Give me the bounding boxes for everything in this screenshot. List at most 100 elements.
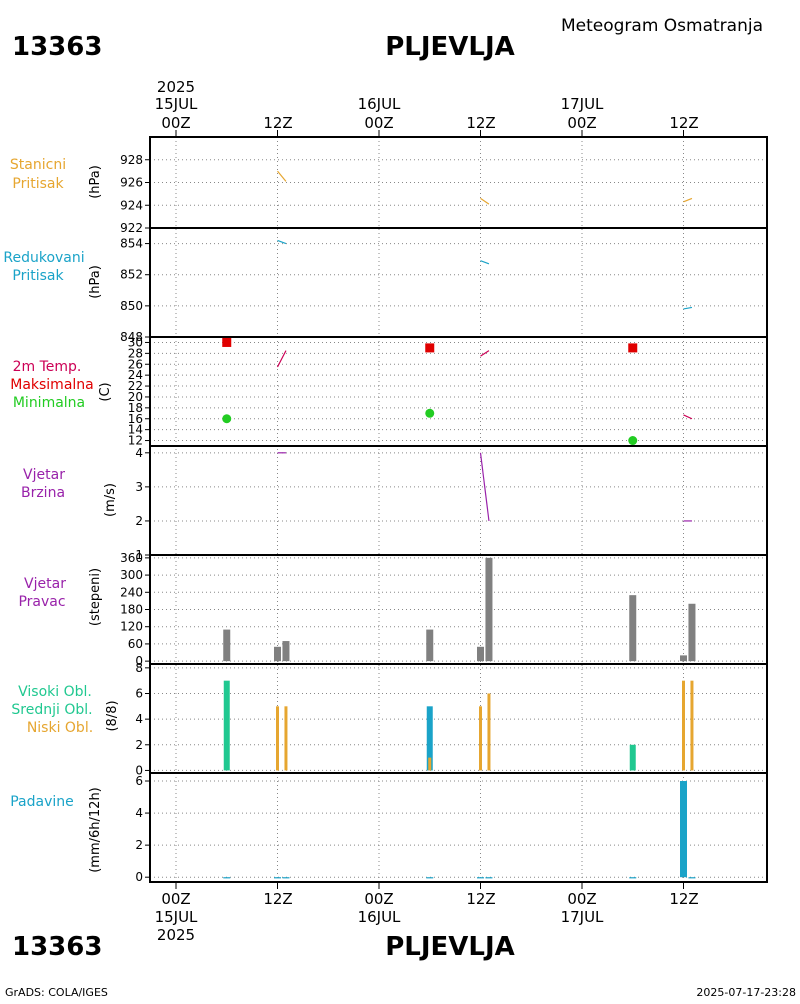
ytick-label-wind_direction-3: 180 [120, 603, 143, 617]
panel-frame-wind_speed [149, 445, 768, 556]
ytick-label-temperature-9: 30 [128, 335, 143, 349]
date-top-2: 16JUL [358, 95, 401, 113]
precip-bar-1 [274, 877, 281, 879]
label-pressure-line-2: Pritisak [12, 176, 64, 192]
label-clouds: Visoki Obl. Srednji Obl. Niski Obl. (8/8… [11, 684, 120, 736]
timestamp: 2025-07-17-23:28 [696, 986, 796, 999]
ytick-label-reduced_pressure-2: 852 [120, 268, 143, 282]
precip-bar-4 [477, 877, 484, 879]
label-reduced-line-1: Redukovani [3, 250, 84, 266]
subtitle: Meteogram Osmatranja [561, 16, 763, 36]
wind-dir-bar-3 [426, 629, 434, 662]
label-temp: 2m Temp. Maksimalna Minimalna (C) [10, 359, 113, 411]
tick-bottom-2: 12Z [263, 890, 292, 908]
ytick-label-precipitation-3: 6 [135, 774, 143, 788]
tick-top-5: 00Z [567, 114, 596, 132]
tick-bottom-3: 00Z [364, 890, 393, 908]
reduced-line-2 [683, 306, 693, 310]
ytick-label-precipitation-1: 2 [135, 838, 143, 852]
unit-temp: (C) [98, 382, 113, 401]
tick-bottom-5: 00Z [567, 890, 596, 908]
cloud-low-bar-4 [487, 693, 491, 771]
ytick-label-clouds-4: 8 [135, 661, 143, 675]
panel-frame-precipitation [149, 772, 768, 883]
ytick-label-wind_speed-0: 1 [135, 548, 143, 562]
cloud-low-bar-6 [690, 680, 694, 771]
temp-line-2 [683, 414, 693, 420]
ytick-label-temperature-6: 24 [128, 368, 143, 382]
ytick-label-clouds-1: 2 [135, 738, 143, 752]
ytick-label-temperature-8: 28 [128, 346, 143, 360]
date-top-3: 17JUL [561, 95, 604, 113]
credit: GrADS: COLA/IGES [5, 986, 108, 999]
precip-bar-5 [485, 877, 493, 879]
label-wind-dir-line-1: Vjetar [24, 576, 66, 592]
ytick-label-wind_direction-2: 120 [120, 620, 143, 634]
station-id-bottom: 13363 [12, 932, 102, 962]
wind-dir-bar-1 [274, 646, 281, 662]
tick-top-2: 12Z [263, 114, 292, 132]
label-wind-dir-line-2: Pravac [18, 594, 65, 610]
precip-bar-8 [688, 877, 696, 879]
ytick-label-temperature-0: 12 [128, 434, 143, 448]
wind-dir-bar-0 [223, 629, 231, 662]
station-name-top: PLJEVLJA [385, 32, 515, 62]
ytick-label-wind_direction-0: 0 [135, 654, 143, 668]
temp-min-marker-1 [425, 408, 435, 418]
ytick-label-precipitation-2: 4 [135, 806, 143, 820]
date-bottom-3: 17JUL [561, 908, 604, 926]
year-bottom: 2025 [157, 926, 195, 944]
tick-bottom-1: 00Z [161, 890, 190, 908]
ytick-label-station_pressure-1: 924 [120, 198, 143, 212]
wind-dir-bar-6 [629, 595, 637, 662]
ytick-label-precipitation-0: 0 [135, 870, 143, 884]
unit-precip: (mm/6h/12h) [88, 787, 103, 873]
unit-reduced: (hPa) [88, 265, 103, 299]
label-precip-line-1: Padavine [10, 794, 74, 810]
ytick-label-temperature-1: 14 [128, 423, 143, 437]
precip-bar-0 [223, 877, 231, 879]
wind-dir-bar-7 [680, 655, 687, 662]
tick-top-1: 00Z [161, 114, 190, 132]
ytick-label-station_pressure-0: 922 [120, 221, 143, 235]
wind-dir-bar-5 [485, 557, 493, 662]
station-name-bottom: PLJEVLJA [385, 932, 515, 962]
unit-clouds: (8/8) [105, 700, 120, 731]
ytick-label-station_pressure-2: 926 [120, 176, 143, 190]
ytick-label-clouds-2: 4 [135, 712, 143, 726]
ytick-label-reduced_pressure-1: 850 [120, 299, 143, 313]
ytick-label-temperature-4: 20 [128, 390, 143, 404]
cloud-high-bar-1 [629, 744, 636, 771]
ytick-label-wind_speed-3: 4 [135, 446, 143, 460]
temp-max-marker-1 [425, 343, 435, 353]
date-top-1: 15JUL [155, 95, 198, 113]
unit-wind-dir: (stepeni) [88, 568, 103, 626]
tick-top-3: 00Z [364, 114, 393, 132]
label-clouds-line-2: Srednji Obl. [11, 702, 92, 718]
wind-dir-bar-4 [477, 646, 484, 662]
cloud-low-bar-2 [428, 757, 432, 771]
ytick-label-temperature-7: 26 [128, 357, 143, 371]
ytick-label-wind_direction-6: 360 [120, 551, 143, 565]
reduced-line-1 [480, 260, 490, 265]
label-temp-line-1: 2m Temp. [13, 359, 82, 375]
cloud-low-bar-1 [284, 706, 288, 771]
cloud-low-bar-3 [479, 706, 482, 771]
panel-frame-clouds [149, 663, 768, 774]
temp-line-1 [480, 350, 490, 357]
tick-bottom-6: 12Z [669, 890, 698, 908]
cloud-high-bar-0 [223, 680, 230, 771]
tick-top-4: 12Z [466, 114, 495, 132]
plot-layer: 9229249269288488508528541214161820222426… [120, 130, 768, 889]
panel-frame-reduced_pressure [149, 227, 768, 338]
label-temp-line-2: Maksimalna [10, 377, 94, 393]
label-wind-dir: Vjetar Pravac (stepeni) [18, 568, 103, 626]
label-clouds-line-1: Visoki Obl. [18, 684, 92, 700]
wind-speed-line-1 [479, 452, 490, 522]
label-reduced-line-2: Pritisak [12, 268, 64, 284]
unit-wind-speed: (m/s) [103, 483, 118, 517]
precip-bar-3 [426, 877, 434, 879]
ytick-label-clouds-3: 6 [135, 686, 143, 700]
temp-max-marker-0 [222, 337, 232, 347]
